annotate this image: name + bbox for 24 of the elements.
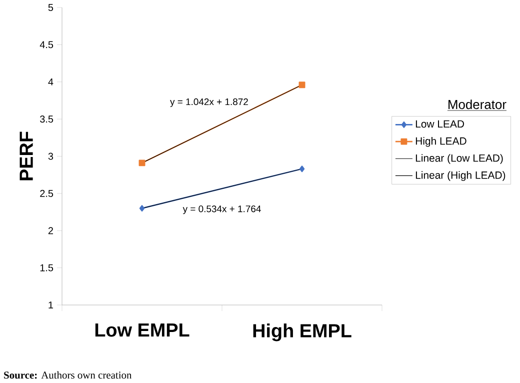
point bbox=[139, 205, 145, 212]
point bbox=[299, 166, 305, 172]
point bbox=[298, 82, 306, 88]
x-tick-label: High EMPL bbox=[253, 324, 352, 342]
legend-label: Linear (High LEAD) bbox=[416, 171, 506, 181]
y-tick-label: 4.5 bbox=[40, 41, 54, 48]
y-tick-label: 1 bbox=[48, 302, 54, 308]
x-tick-label: Low EMPL bbox=[95, 324, 190, 337]
legend-label: High LEAD bbox=[416, 137, 466, 147]
y-tick-label: 3.5 bbox=[40, 116, 54, 123]
y-tick-label: 5 bbox=[48, 4, 54, 11]
text: Source: Authors own creation bbox=[4, 371, 132, 379]
y-axis-title: PERF bbox=[20, 132, 33, 180]
annotation: y = 1.042x + 1.872 bbox=[170, 98, 248, 107]
legend-label: Low LEAD bbox=[416, 120, 464, 128]
y-tick-label: 2.5 bbox=[40, 190, 54, 197]
legend-title: Moderator bbox=[448, 100, 506, 110]
y-tick-label: 2 bbox=[48, 227, 53, 234]
y-tick-label: 1.5 bbox=[40, 264, 54, 272]
y-tick-label: 4 bbox=[48, 78, 54, 86]
annotation: y = 0.534x + 1.764 bbox=[182, 206, 261, 214]
point bbox=[138, 160, 146, 166]
legend-label: Linear (Low LEAD) bbox=[416, 154, 503, 164]
y-tick-label: 3 bbox=[48, 152, 54, 160]
